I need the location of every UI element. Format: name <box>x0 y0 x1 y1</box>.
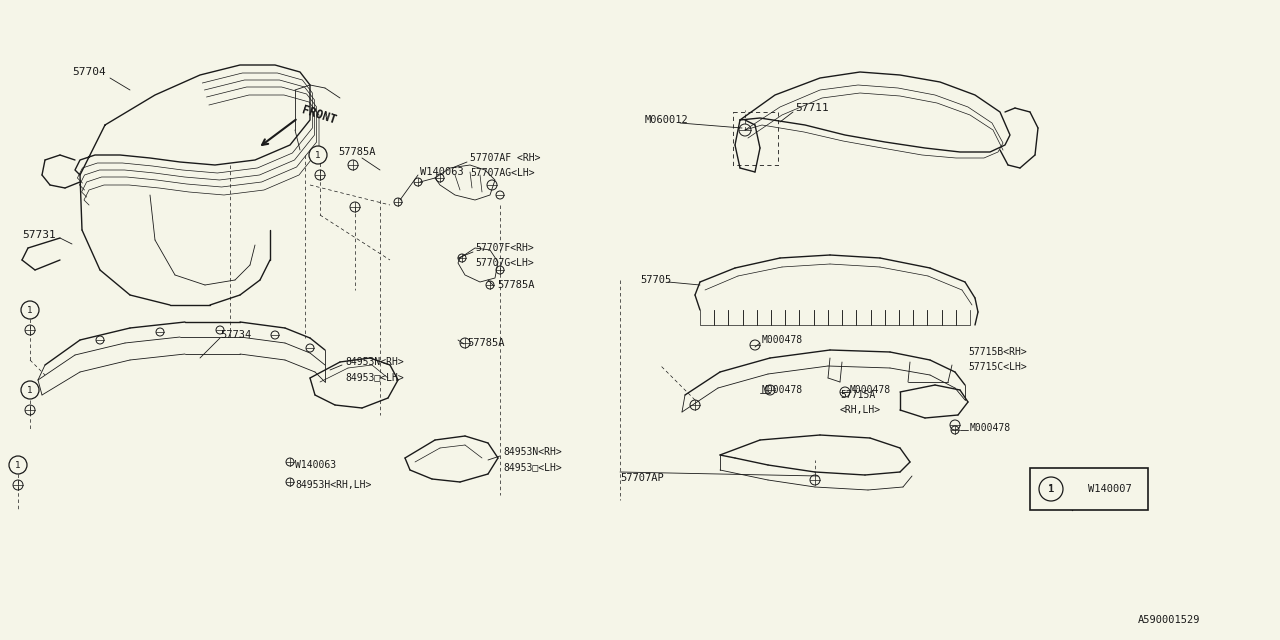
Text: 57715C<LH>: 57715C<LH> <box>968 362 1027 372</box>
Text: 57707G<LH>: 57707G<LH> <box>475 258 534 268</box>
Text: 57711: 57711 <box>795 103 828 113</box>
Text: 84953N<RH>: 84953N<RH> <box>503 447 562 457</box>
Text: 57785A: 57785A <box>338 147 375 157</box>
Circle shape <box>20 381 38 399</box>
Text: M000478: M000478 <box>762 335 803 345</box>
Circle shape <box>20 301 38 319</box>
Text: 84953□<LH>: 84953□<LH> <box>346 372 403 382</box>
Text: W140063: W140063 <box>420 167 463 177</box>
Text: 57715A: 57715A <box>840 390 876 400</box>
Text: FRONT: FRONT <box>300 103 338 127</box>
Text: <RH,LH>: <RH,LH> <box>840 405 881 415</box>
Circle shape <box>9 456 27 474</box>
Text: M000478: M000478 <box>970 423 1011 433</box>
Text: A590001529: A590001529 <box>1138 615 1201 625</box>
Text: 57734: 57734 <box>220 330 251 340</box>
Text: 57707AP: 57707AP <box>620 473 664 483</box>
Text: 57785A: 57785A <box>467 338 504 348</box>
Circle shape <box>308 146 326 164</box>
Text: 84953N<RH>: 84953N<RH> <box>346 357 403 367</box>
Text: 57707F<RH>: 57707F<RH> <box>475 243 534 253</box>
Text: 57785A: 57785A <box>497 280 535 290</box>
Text: M000478: M000478 <box>850 385 891 395</box>
Text: W140007: W140007 <box>1088 484 1132 494</box>
Bar <box>1030 468 1148 510</box>
Text: M000478: M000478 <box>762 385 803 395</box>
Text: 57731: 57731 <box>22 230 56 240</box>
Circle shape <box>1039 477 1062 501</box>
Text: W140063: W140063 <box>294 460 337 470</box>
Text: 1: 1 <box>315 150 321 159</box>
Text: 57705: 57705 <box>640 275 671 285</box>
Text: 57707AF <RH>: 57707AF <RH> <box>470 153 540 163</box>
Text: 84953□<LH>: 84953□<LH> <box>503 462 562 472</box>
Text: 1: 1 <box>27 385 33 394</box>
Text: 57715B<RH>: 57715B<RH> <box>968 347 1027 357</box>
Text: 1: 1 <box>1048 484 1053 493</box>
Text: 57704: 57704 <box>72 67 106 77</box>
Text: M060012: M060012 <box>645 115 689 125</box>
Text: 1: 1 <box>27 305 33 314</box>
Text: 1: 1 <box>1047 484 1055 494</box>
Text: 57707AG<LH>: 57707AG<LH> <box>470 168 535 178</box>
Text: 1: 1 <box>15 461 20 470</box>
Text: 84953H<RH,LH>: 84953H<RH,LH> <box>294 480 371 490</box>
